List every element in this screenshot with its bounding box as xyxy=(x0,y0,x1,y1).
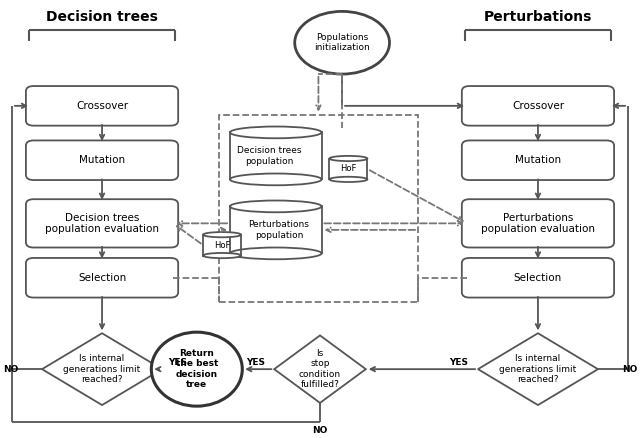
Ellipse shape xyxy=(151,332,243,406)
Text: Crossover: Crossover xyxy=(76,101,128,111)
Text: Decision trees
population: Decision trees population xyxy=(237,146,301,166)
Text: Decision trees: Decision trees xyxy=(46,10,158,24)
FancyBboxPatch shape xyxy=(26,86,178,126)
Ellipse shape xyxy=(203,253,241,258)
FancyBboxPatch shape xyxy=(26,258,178,297)
FancyBboxPatch shape xyxy=(462,258,614,297)
Polygon shape xyxy=(478,333,598,405)
Text: Return
the best
decision
tree: Return the best decision tree xyxy=(175,349,218,389)
Text: Perturbations: Perturbations xyxy=(484,10,592,24)
FancyBboxPatch shape xyxy=(26,199,178,247)
Ellipse shape xyxy=(330,177,367,182)
FancyBboxPatch shape xyxy=(462,141,614,180)
FancyBboxPatch shape xyxy=(26,141,178,180)
Bar xyxy=(230,206,321,253)
Text: Perturbations
population evaluation: Perturbations population evaluation xyxy=(481,212,595,234)
Polygon shape xyxy=(42,333,162,405)
Bar xyxy=(203,235,241,255)
Ellipse shape xyxy=(230,127,321,138)
Bar xyxy=(330,159,367,180)
Ellipse shape xyxy=(230,247,321,259)
Bar xyxy=(230,132,321,180)
FancyBboxPatch shape xyxy=(462,86,614,126)
Text: Mutation: Mutation xyxy=(515,155,561,165)
Text: NO: NO xyxy=(312,426,328,435)
FancyBboxPatch shape xyxy=(462,199,614,247)
Text: Is internal
generations limit
reached?: Is internal generations limit reached? xyxy=(499,354,577,384)
Text: Is internal
generations limit
reached?: Is internal generations limit reached? xyxy=(63,354,141,384)
Ellipse shape xyxy=(295,11,390,74)
Ellipse shape xyxy=(230,173,321,185)
Ellipse shape xyxy=(230,201,321,212)
Text: Selection: Selection xyxy=(514,273,562,283)
Text: YES: YES xyxy=(246,358,265,367)
Text: NO: NO xyxy=(622,365,637,374)
Text: Perturbations
population: Perturbations population xyxy=(248,220,309,240)
Text: NO: NO xyxy=(3,365,18,374)
Text: Populations
initialization: Populations initialization xyxy=(314,33,370,53)
Text: HoF: HoF xyxy=(214,240,230,250)
Text: Is
stop
condition
fulfilled?: Is stop condition fulfilled? xyxy=(299,349,341,389)
Text: Mutation: Mutation xyxy=(79,155,125,165)
Text: HoF: HoF xyxy=(340,164,356,173)
Text: Crossover: Crossover xyxy=(512,101,564,111)
Polygon shape xyxy=(274,336,366,403)
Text: YES: YES xyxy=(168,358,188,367)
Ellipse shape xyxy=(330,156,367,161)
Text: Selection: Selection xyxy=(78,273,126,283)
Text: Decision trees
population evaluation: Decision trees population evaluation xyxy=(45,212,159,234)
Text: YES: YES xyxy=(449,358,468,367)
Ellipse shape xyxy=(203,232,241,237)
